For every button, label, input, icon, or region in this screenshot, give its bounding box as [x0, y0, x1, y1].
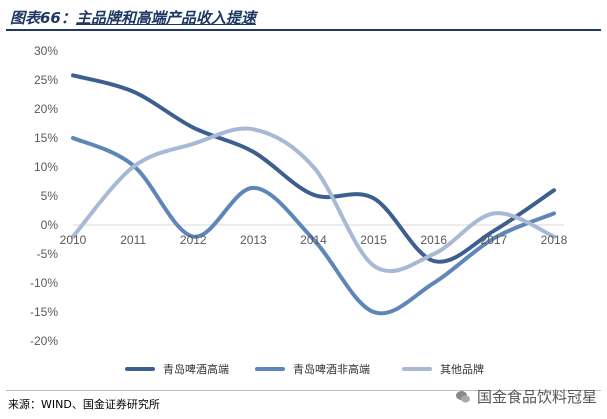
y-tick-label: -5% — [37, 247, 59, 261]
watermark: 国金食品饮料冠星 — [455, 386, 597, 407]
y-tick-label: 30% — [34, 44, 58, 58]
x-tick-label: 2013 — [240, 233, 267, 247]
x-tick-label: 2010 — [60, 233, 87, 247]
line-chart: 30% 25% 20% 15% 10% 5% 0% -5% -10% -15% -20% 2010 20… — [30, 44, 568, 348]
source-divider — [6, 390, 601, 391]
chart-title: 图表66：主品牌和高端产品收入提速 — [10, 7, 256, 28]
series-line-1 — [71, 73, 556, 264]
x-tick-label: 2012 — [180, 233, 207, 247]
y-tick-label: 15% — [34, 131, 58, 145]
chart-title-text: 主品牌和高端产品收入提速 — [75, 9, 256, 27]
legend-label: 青岛啤酒非高端 — [293, 363, 370, 376]
legend-item: 青岛啤酒高端 — [125, 360, 229, 378]
legend-label: 青岛啤酒高端 — [163, 363, 229, 376]
title-bar: 图表66：主品牌和高端产品收入提速 — [6, 5, 601, 31]
y-tick-label: 25% — [34, 73, 58, 87]
series-line-3 — [71, 126, 556, 273]
y-tick-label: 10% — [34, 160, 58, 174]
x-tick-label: 2016 — [420, 233, 447, 247]
x-tick-label: 2015 — [360, 233, 387, 247]
y-tick-label: 5% — [41, 189, 59, 203]
legend-swatch — [255, 367, 285, 371]
figure-number: 图表66： — [10, 9, 76, 27]
source-note: 来源：WIND、国金证券研究所 — [8, 398, 160, 411]
y-tick-label: -10% — [30, 276, 58, 290]
legend-label: 其他品牌 — [440, 363, 484, 376]
x-tick-label: 2017 — [481, 233, 508, 247]
y-tick-label: 20% — [34, 102, 58, 116]
x-tick-label: 2011 — [120, 233, 146, 247]
legend-item: 青岛啤酒非高端 — [255, 360, 370, 378]
watermark-text: 国金食品饮料冠星 — [476, 388, 597, 406]
y-tick-label: 0% — [41, 218, 59, 232]
y-tick-label: -20% — [30, 334, 58, 348]
x-tick-label: 2018 — [541, 233, 568, 247]
series-line-2 — [71, 136, 556, 316]
x-tick-label: 2014 — [300, 233, 327, 247]
legend: 青岛啤酒高端 青岛啤酒非高端 其他品牌 — [0, 360, 607, 378]
legend-item: 其他品牌 — [402, 360, 484, 378]
legend-swatch — [125, 367, 155, 371]
legend-swatch — [402, 367, 432, 371]
y-tick-label: -15% — [30, 305, 58, 319]
wechat-icon — [455, 390, 470, 403]
